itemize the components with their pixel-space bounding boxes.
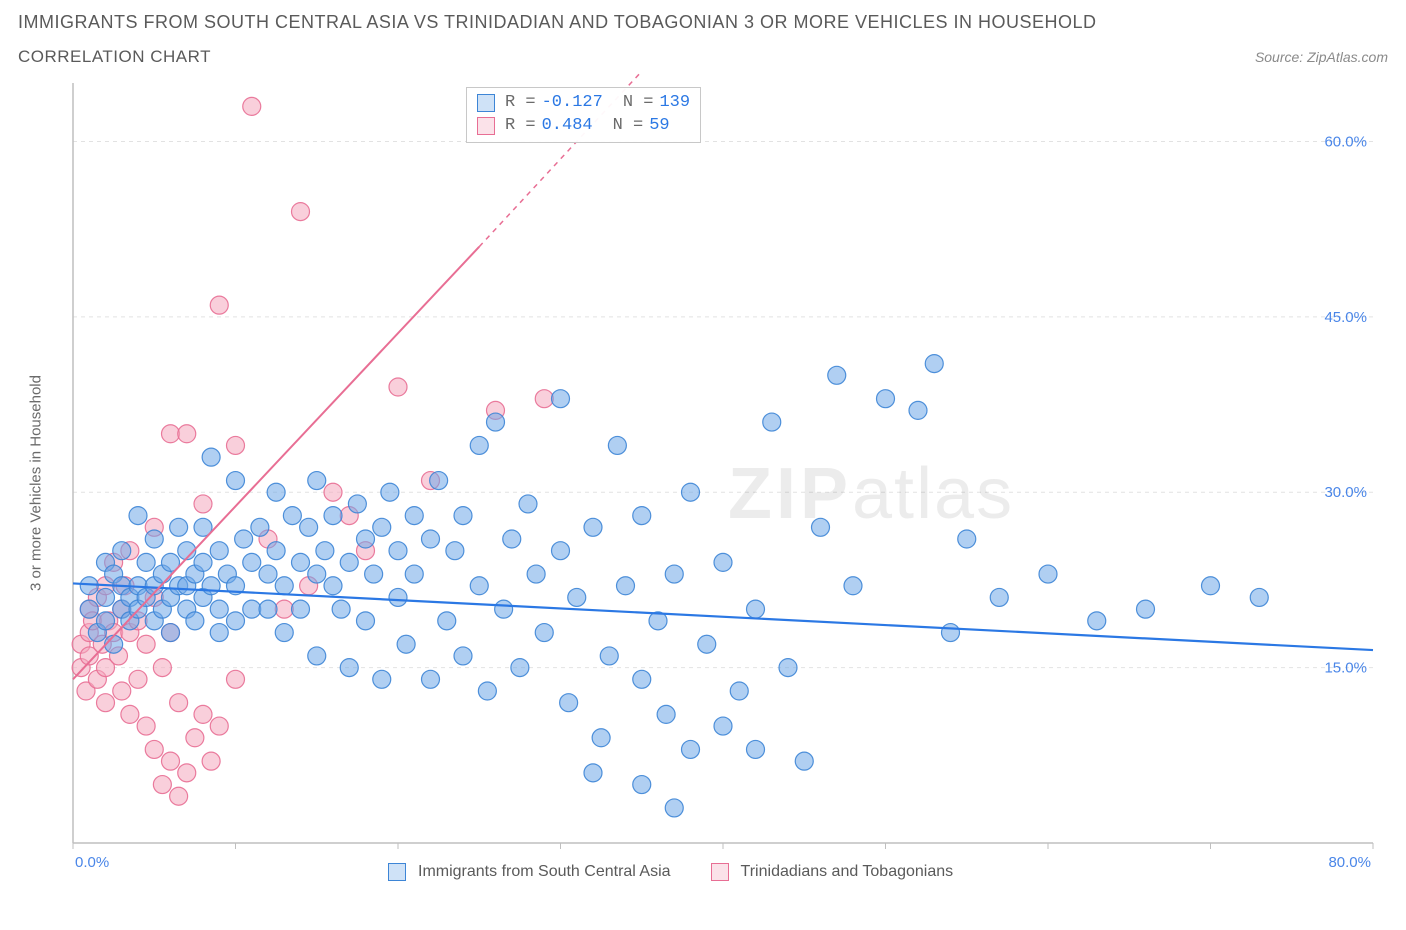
stats-row-blue: R = -0.127N = 139 xyxy=(477,92,690,115)
chart-title: IMMIGRANTS FROM SOUTH CENTRAL ASIA VS TR… xyxy=(18,12,1388,33)
legend-swatch-pink xyxy=(711,863,729,881)
legend-label: Trinidadians and Tobagonians xyxy=(741,863,954,881)
svg-text:80.0%: 80.0% xyxy=(1328,854,1371,871)
chart-subtitle: CORRELATION CHART xyxy=(18,47,211,67)
chart-svg: 15.0% 30.0% 45.0% 60.0% 0.0% 80.0% xyxy=(18,73,1388,893)
svg-text:0.0%: 0.0% xyxy=(75,854,109,871)
stats-legend-box: R = -0.127N = 139R = 0.484N = 59 xyxy=(466,87,701,143)
y-axis-label: 3 or more Vehicles in Household xyxy=(28,375,45,591)
legend-label: Immigrants from South Central Asia xyxy=(418,863,671,881)
stats-row-pink: R = 0.484N = 59 xyxy=(477,115,690,138)
legend-swatch-blue xyxy=(388,863,406,881)
swatch-blue xyxy=(477,94,495,112)
legend-item-blue: Immigrants from South Central Asia xyxy=(388,863,671,881)
correlation-chart: 3 or more Vehicles in Household 15.0% 30.… xyxy=(18,73,1388,893)
svg-text:45.0%: 45.0% xyxy=(1324,309,1367,326)
svg-text:60.0%: 60.0% xyxy=(1324,133,1367,150)
legend-item-pink: Trinidadians and Tobagonians xyxy=(711,863,954,881)
svg-text:30.0%: 30.0% xyxy=(1324,484,1367,501)
source-label: Source: ZipAtlas.com xyxy=(1255,49,1388,65)
swatch-pink xyxy=(477,117,495,135)
series-legend: Immigrants from South Central Asia Trinid… xyxy=(388,863,953,881)
svg-text:15.0%: 15.0% xyxy=(1324,660,1367,677)
